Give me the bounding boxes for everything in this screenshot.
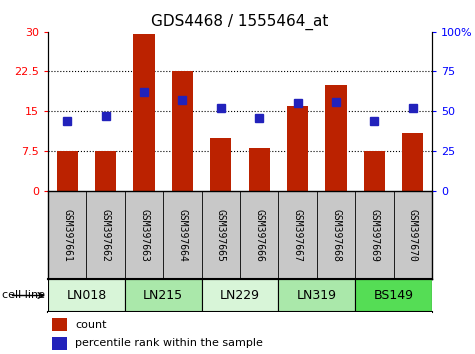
Bar <box>287 106 308 191</box>
Text: percentile rank within the sample: percentile rank within the sample <box>75 338 263 348</box>
Text: count: count <box>75 320 106 330</box>
Text: LN215: LN215 <box>143 289 183 302</box>
Bar <box>48 279 125 312</box>
Bar <box>402 132 423 191</box>
Text: LN229: LN229 <box>220 289 260 302</box>
FancyBboxPatch shape <box>52 337 67 350</box>
Text: LN018: LN018 <box>66 289 106 302</box>
Bar <box>95 151 116 191</box>
Text: GSM397663: GSM397663 <box>139 209 149 262</box>
Bar <box>278 279 355 312</box>
Text: GSM397666: GSM397666 <box>254 209 264 262</box>
Text: GSM397664: GSM397664 <box>177 209 188 262</box>
Text: GSM397670: GSM397670 <box>408 209 418 262</box>
Bar <box>133 34 154 191</box>
Title: GDS4468 / 1555464_at: GDS4468 / 1555464_at <box>152 14 329 30</box>
FancyBboxPatch shape <box>52 318 67 331</box>
Text: BS149: BS149 <box>374 289 414 302</box>
Text: LN319: LN319 <box>297 289 337 302</box>
Bar <box>248 148 270 191</box>
Text: cell line: cell line <box>2 291 46 301</box>
Bar <box>355 279 432 312</box>
Text: GSM397662: GSM397662 <box>101 209 111 262</box>
Text: GSM397661: GSM397661 <box>62 209 72 262</box>
Text: GSM397668: GSM397668 <box>331 209 341 262</box>
Bar <box>125 279 201 312</box>
Bar <box>172 72 193 191</box>
Text: GSM397669: GSM397669 <box>370 209 380 262</box>
Bar <box>325 85 347 191</box>
Bar <box>210 138 231 191</box>
Bar <box>364 151 385 191</box>
Bar <box>201 279 278 312</box>
Bar <box>57 151 78 191</box>
Text: GSM397667: GSM397667 <box>293 209 303 262</box>
Text: GSM397665: GSM397665 <box>216 209 226 262</box>
